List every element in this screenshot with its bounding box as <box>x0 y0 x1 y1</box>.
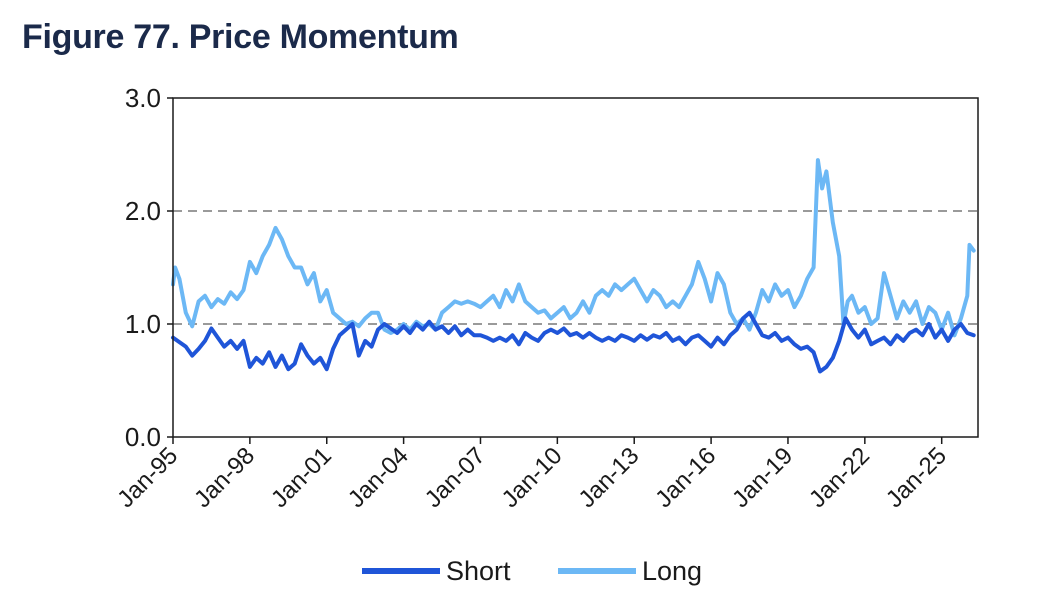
legend-label-long: Long <box>642 556 702 586</box>
x-tick-label: Jan-98 <box>189 442 260 513</box>
x-tick-label: Jan-01 <box>266 442 337 513</box>
legend-label-short: Short <box>446 556 511 586</box>
legend: Short Long <box>362 556 702 586</box>
series-line-short <box>171 310 976 374</box>
x-tick-label: Jan-07 <box>420 442 491 513</box>
x-tick-label: Jan-22 <box>804 442 875 513</box>
series-line-long <box>171 158 976 338</box>
x-tick-label: Jan-95 <box>112 442 183 513</box>
x-axis: Jan-95 Jan-98 Jan-01 Jan-04 Jan-07 Jan-10 Jan-… <box>112 437 952 513</box>
x-tick-label: Jan-25 <box>881 442 952 513</box>
series-layer <box>171 158 976 374</box>
x-tick-label: Jan-13 <box>573 442 644 513</box>
chart-title: Figure 77. Price Momentum <box>22 18 459 56</box>
x-tick-label: Jan-16 <box>650 442 721 513</box>
y-tick-label: 2.0 <box>125 196 161 226</box>
y-tick-label: 3.0 <box>125 83 161 113</box>
x-tick-label: Jan-10 <box>497 442 568 513</box>
y-tick-label: 1.0 <box>125 309 161 339</box>
x-tick-label: Jan-19 <box>727 442 798 513</box>
plot-frame <box>172 97 979 438</box>
x-tick-label: Jan-04 <box>343 442 414 513</box>
y-axis: 0.0 1.0 2.0 3.0 <box>125 83 173 452</box>
y-tick-label: 0.0 <box>125 422 161 452</box>
